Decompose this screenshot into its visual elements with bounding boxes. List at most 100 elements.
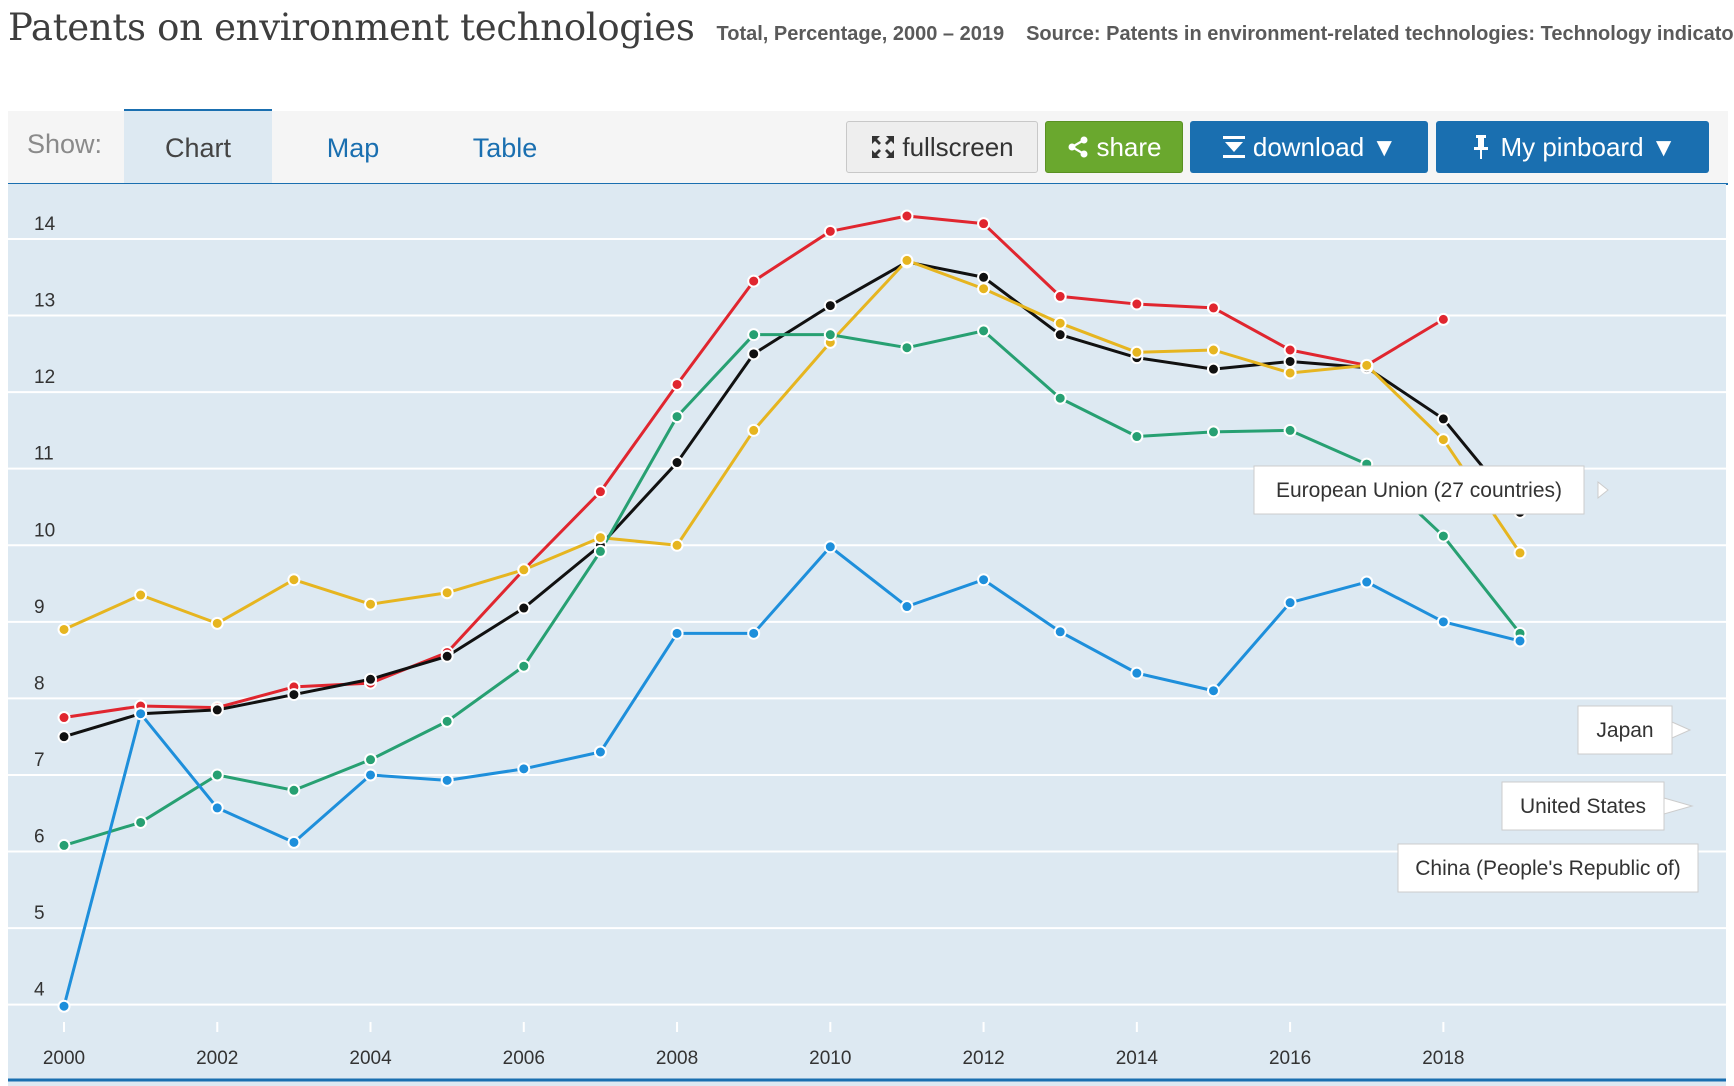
- y-tick-label: 11: [34, 444, 54, 465]
- data-point-1: [977, 270, 991, 284]
- data-point-2: [1053, 316, 1067, 330]
- data-point-4: [900, 600, 914, 614]
- chart-source: Source: Patents in environment-related t…: [1026, 23, 1734, 45]
- data-point-2: [57, 622, 71, 636]
- download-button[interactable]: download ▼: [1190, 121, 1428, 173]
- data-point-2: [440, 586, 454, 600]
- data-point-4: [1206, 684, 1220, 698]
- x-tick-label: 2002: [196, 1048, 238, 1069]
- data-point-4: [364, 768, 378, 782]
- page-title: Patents on environment technologies: [8, 6, 695, 49]
- y-tick-label: 13: [34, 291, 55, 312]
- data-point-2: [517, 563, 531, 577]
- data-point-3: [134, 815, 148, 829]
- data-point-3: [210, 768, 224, 782]
- data-point-3: [57, 838, 71, 852]
- chart-subtitle: Total, Percentage, 2000 – 2019: [716, 23, 1005, 45]
- data-point-1: [747, 347, 761, 361]
- x-tick-label: 2000: [43, 1048, 85, 1069]
- expand-arrows-icon: [872, 136, 895, 158]
- data-point-3: [593, 544, 607, 558]
- data-point-4: [134, 707, 148, 721]
- data-point-4: [593, 745, 607, 759]
- data-point-4: [210, 801, 224, 815]
- y-tick-label: 7: [34, 750, 45, 771]
- data-point-0: [670, 377, 684, 391]
- data-point-1: [1053, 328, 1067, 342]
- show-label: Show:: [27, 129, 103, 159]
- data-point-3: [287, 783, 301, 797]
- data-point-2: [747, 423, 761, 437]
- data-point-4: [1283, 596, 1297, 610]
- data-point-1: [1206, 362, 1220, 376]
- data-point-1: [517, 601, 531, 615]
- tab-table[interactable]: Table: [472, 133, 538, 163]
- data-point-0: [1283, 343, 1297, 357]
- callout-box: [1397, 843, 1699, 893]
- data-point-2: [287, 573, 301, 587]
- tab-chart[interactable]: Chart: [124, 109, 272, 183]
- data-point-4: [57, 999, 71, 1013]
- data-point-1: [670, 456, 684, 470]
- data-point-3: [900, 341, 914, 355]
- data-point-3: [747, 328, 761, 342]
- data-point-2: [1283, 366, 1297, 380]
- data-point-2: [1436, 433, 1450, 447]
- data-point-0: [747, 274, 761, 288]
- data-point-3: [1436, 529, 1450, 543]
- x-tick-label: 2016: [1269, 1048, 1311, 1069]
- fullscreen-button[interactable]: fullscreen: [846, 121, 1038, 173]
- data-point-1: [287, 688, 301, 702]
- data-point-0: [593, 485, 607, 499]
- x-tick-label: 2004: [349, 1048, 392, 1069]
- data-point-3: [823, 328, 837, 342]
- x-tick-label: 2014: [1116, 1048, 1159, 1069]
- data-point-4: [517, 762, 531, 776]
- callout-box: [1501, 781, 1665, 831]
- data-point-4: [1513, 634, 1527, 648]
- data-point-3: [1283, 423, 1297, 437]
- data-point-2: [134, 588, 148, 602]
- data-point-4: [823, 540, 837, 554]
- data-point-3: [517, 659, 531, 673]
- callout-pointer: [1671, 721, 1692, 739]
- data-point-2: [1130, 345, 1144, 359]
- view-toolbar: Show: Chart Map Table fullscreen share d…: [8, 109, 1728, 185]
- series-label: European Union (27 countries): [1276, 479, 1562, 502]
- data-point-0: [900, 209, 914, 223]
- tab-map[interactable]: Map: [326, 133, 380, 163]
- data-point-1: [1436, 412, 1450, 426]
- data-point-1: [364, 672, 378, 686]
- data-point-2: [364, 597, 378, 611]
- data-point-1: [210, 703, 224, 717]
- callout-box: [1253, 465, 1585, 515]
- data-point-4: [747, 626, 761, 640]
- data-point-4: [440, 773, 454, 787]
- data-point-0: [823, 224, 837, 238]
- pinboard-button[interactable]: My pinboard ▼: [1436, 121, 1709, 173]
- y-tick-label: 9: [34, 597, 45, 618]
- data-point-4: [670, 626, 684, 640]
- data-point-0: [977, 217, 991, 231]
- y-tick-label: 14: [34, 214, 56, 235]
- x-tick-label: 2010: [809, 1048, 851, 1069]
- series-line-0: [63, 214, 1445, 720]
- fullscreen-label: fullscreen: [902, 132, 1014, 162]
- data-point-2: [1513, 546, 1527, 560]
- y-tick-label: 4: [34, 980, 45, 1001]
- data-point-4: [1436, 615, 1450, 629]
- data-point-0: [1130, 297, 1144, 311]
- y-tick-label: 12: [34, 367, 55, 388]
- pinboard-label: My pinboard ▼: [1500, 132, 1677, 162]
- download-label: download ▼: [1252, 132, 1398, 162]
- data-point-1: [57, 730, 71, 744]
- share-button[interactable]: share: [1045, 121, 1183, 173]
- data-point-2: [900, 253, 914, 267]
- x-tick-label: 2018: [1422, 1048, 1464, 1069]
- series-line-2: [63, 258, 1522, 631]
- data-point-4: [977, 573, 991, 587]
- data-point-0: [1206, 301, 1220, 315]
- data-point-2: [1206, 343, 1220, 357]
- data-point-4: [1130, 666, 1144, 680]
- y-tick-label: 5: [34, 903, 45, 924]
